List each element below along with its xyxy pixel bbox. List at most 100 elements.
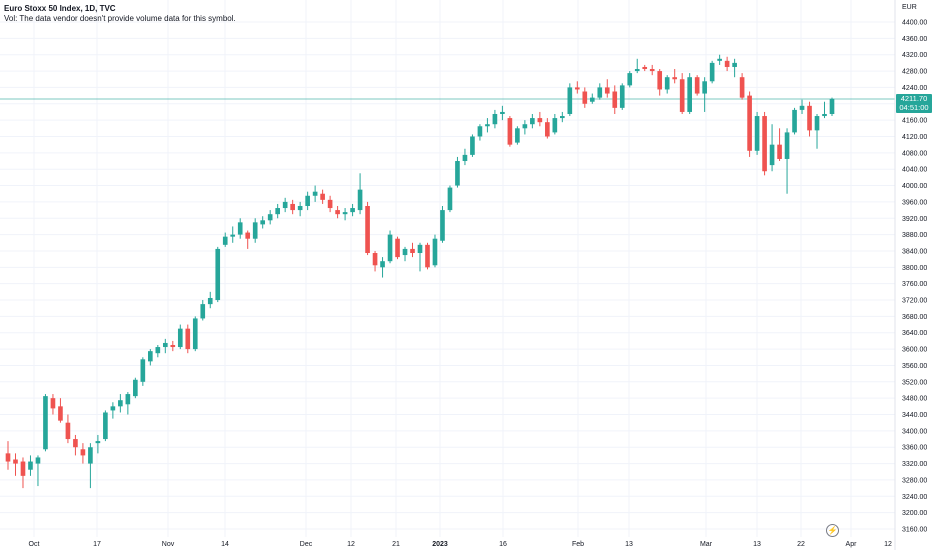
candle [327, 195, 333, 213]
candle [305, 191, 310, 211]
candle-body [709, 62, 715, 82]
candle-body [103, 412, 108, 440]
candle-body [485, 124, 490, 127]
candle-body [679, 79, 685, 112]
candle-body [567, 87, 573, 114]
candle-body [642, 66, 648, 70]
candle [50, 394, 56, 415]
candle [537, 111, 543, 127]
candle-body [125, 394, 131, 405]
candle [350, 203, 355, 217]
candle-body [372, 253, 378, 266]
candle-body [110, 406, 116, 411]
candle-body [13, 459, 18, 464]
candle-body [387, 234, 393, 262]
candle [73, 434, 78, 456]
candle [432, 234, 438, 268]
candle-body [784, 132, 790, 159]
currency-unit: EUR [902, 4, 917, 11]
candle [627, 71, 633, 88]
candle [814, 113, 820, 149]
time-tick-label: Apr [846, 541, 858, 548]
candle [260, 216, 266, 229]
symbol-title[interactable]: Euro Stoxx 50 Index, 1D, TVC [4, 4, 116, 13]
candle-body [589, 97, 595, 102]
candle [754, 111, 760, 155]
candle-body [522, 124, 528, 129]
candle-body [664, 77, 670, 90]
candle [148, 349, 153, 366]
candle [125, 392, 131, 415]
time-tick-label: 21 [392, 541, 400, 548]
candle-body [792, 109, 797, 133]
candle-body [537, 118, 543, 123]
candle-body [133, 379, 138, 397]
candle [485, 118, 490, 133]
candles-layer [5, 54, 835, 489]
candle [589, 93, 595, 104]
candle-body [432, 238, 438, 266]
candle [252, 218, 258, 243]
candle [237, 218, 243, 239]
candle-body [829, 98, 835, 114]
candle-body [717, 58, 722, 61]
time-tick-label: Nov [162, 541, 175, 548]
candle [222, 232, 228, 247]
candle [582, 87, 588, 108]
candle-body [5, 453, 11, 462]
candle-body [222, 236, 228, 245]
candle-body [702, 81, 707, 94]
candle [410, 242, 415, 258]
candle-body [507, 118, 513, 145]
candle-body [230, 234, 236, 237]
price-tick-label: 4240.00 [902, 85, 927, 92]
time-tick-label: 16 [499, 541, 507, 548]
candle-body [447, 187, 453, 211]
candle-body [807, 105, 812, 131]
candle [275, 203, 280, 219]
candle-body [365, 205, 370, 254]
last-price-label: 4211.70 04:51:00 [896, 94, 932, 113]
candle-body [177, 328, 183, 348]
candle-body [380, 261, 385, 268]
lightning-icon[interactable]: ⚡ [826, 524, 839, 537]
price-tick-label: 3960.00 [902, 199, 927, 206]
candle-body [73, 439, 78, 448]
candle-body [814, 116, 820, 131]
volume-note: Vol: The data vendor doesn't provide vol… [4, 14, 236, 23]
candle [290, 199, 295, 215]
candle-body [95, 441, 101, 444]
price-tick-label: 4040.00 [902, 167, 927, 174]
price-tick-label: 3640.00 [902, 330, 927, 337]
candle-body [200, 304, 206, 319]
candle-body [694, 77, 700, 94]
time-tick-label: Dec [300, 541, 313, 548]
candle-body [245, 232, 251, 239]
candle [80, 443, 86, 464]
candle-body [410, 248, 415, 254]
time-tick-label: 22 [797, 541, 805, 548]
candle-body [417, 244, 423, 254]
candle-body [155, 347, 161, 354]
chart-legend: Euro Stoxx 50 Index, 1D, TVC Vol: The da… [4, 4, 236, 24]
candle [507, 116, 513, 147]
price-tick-label: 3440.00 [902, 412, 927, 419]
candle [140, 357, 146, 386]
candle [747, 91, 752, 157]
price-tick-label: 3400.00 [902, 428, 927, 435]
time-axis[interactable]: Oct 17 Nov 14 Dec 12 21 2023 16 Feb 13 Mar 13 22 Apr 12 [29, 541, 892, 548]
time-tick-label: 13 [753, 541, 761, 548]
candle [207, 291, 213, 309]
candle-body [185, 328, 191, 350]
candle [717, 54, 722, 65]
time-tick-label: 2023 [432, 541, 448, 548]
candle [395, 236, 400, 260]
candle [612, 85, 618, 114]
candle-body [192, 318, 198, 350]
candle-body [470, 136, 475, 155]
candle-body [545, 122, 550, 137]
candle-body [207, 297, 213, 305]
candle [43, 394, 48, 452]
price-tick-label: 4000.00 [902, 183, 927, 190]
